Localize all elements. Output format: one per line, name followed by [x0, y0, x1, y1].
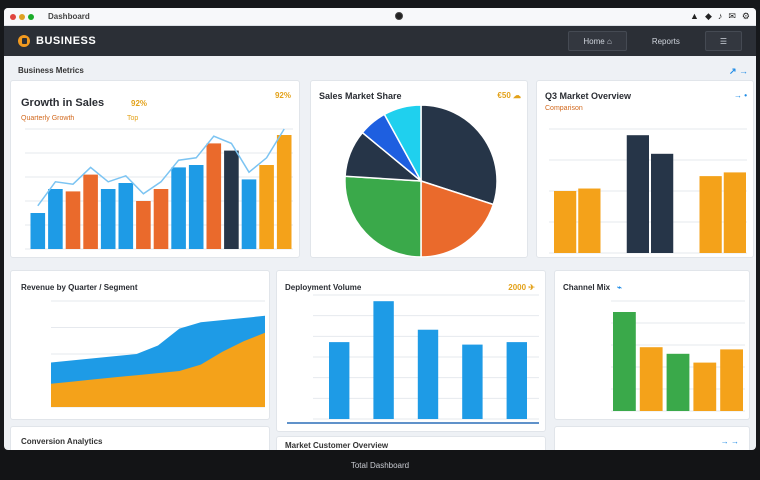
card-badge: ⌁: [617, 283, 622, 292]
settings-icon[interactable]: ⚙: [741, 11, 750, 21]
taskbar: Total Dashboard: [0, 450, 760, 480]
bar: [578, 188, 601, 253]
bar: [506, 342, 527, 419]
brand-name: BUSINESS: [36, 35, 97, 47]
bar: [417, 329, 439, 419]
card-deployment-volume[interactable]: Deployment Volume 2000 ✈: [276, 270, 546, 432]
bar: [100, 189, 116, 249]
card-subtitle: Quarterly Growth: [21, 115, 75, 122]
home-button[interactable]: Home ⌂: [568, 31, 627, 51]
volume-bar-chart: [287, 294, 539, 424]
bar: [723, 172, 746, 253]
header-nav: Home ⌂ Reports ☰: [568, 31, 742, 51]
sound-icon[interactable]: ♪: [717, 11, 723, 21]
maximize-icon[interactable]: [28, 13, 34, 20]
reports-button[interactable]: Reports: [651, 36, 680, 46]
card-bottom-right[interactable]: → →: [554, 426, 750, 450]
overview-bar-chart: [549, 128, 747, 254]
pie-slice: [420, 104, 498, 206]
bar: [188, 165, 204, 249]
bar: [626, 135, 649, 253]
growth-bar-chart: [25, 128, 293, 250]
card-title: Growth in Sales: [21, 97, 105, 109]
pie-slice: [420, 179, 495, 258]
card-badge: €50 ☁: [497, 91, 521, 100]
bar: [639, 347, 663, 411]
card-title: Market Customer Overview: [285, 441, 389, 450]
pie-slice: [383, 104, 422, 182]
card-badge-right: 92%: [274, 91, 291, 100]
bar: [118, 183, 134, 249]
bar: [136, 201, 151, 249]
bar: [329, 342, 350, 419]
camera-icon: [395, 12, 403, 20]
card-subtitle-badge: Top: [127, 115, 139, 122]
card-channel-mix[interactable]: Channel Mix ⌁: [554, 270, 750, 420]
window-title: Dashboard: [48, 12, 90, 21]
system-tray: ▲ ◆ ♪ ✉ ⚙: [690, 11, 750, 22]
menu-icon[interactable]: ☰: [704, 31, 742, 51]
card-subtitle: Comparison: [545, 105, 583, 112]
card-customer-overview[interactable]: Market Customer Overview: [276, 436, 546, 450]
card-revenue-trend[interactable]: Revenue by Quarter / Segment: [10, 270, 270, 420]
bar: [83, 174, 98, 249]
bar: [554, 191, 577, 253]
card-title: Deployment Volume: [285, 283, 362, 292]
bar: [666, 353, 690, 411]
card-market-overview[interactable]: Q3 Market Overview Comparison → •: [536, 80, 754, 258]
bar: [699, 176, 722, 253]
card-conversion[interactable]: Conversion Analytics: [10, 426, 270, 450]
section-tools[interactable]: ↗ →: [728, 66, 748, 76]
bar: [224, 150, 239, 249]
card-title: Sales Market Share: [319, 91, 402, 101]
pie-slice: [344, 175, 422, 258]
card-title: Q3 Market Overview: [545, 91, 632, 101]
minimize-icon[interactable]: [19, 13, 25, 20]
bar: [693, 362, 717, 411]
bar: [153, 189, 169, 249]
app-header: BUSINESS Home ⌂ Reports ☰: [4, 26, 756, 56]
card-badge: 2000 ✈: [508, 283, 535, 292]
card-growth-sales[interactable]: Growth in Sales 92% 92% Quarterly Growth…: [10, 80, 300, 258]
revenue-area-chart: [51, 300, 265, 408]
close-icon[interactable]: [10, 13, 16, 20]
system-bar: Dashboard ▲ ◆ ♪ ✉ ⚙: [4, 8, 756, 26]
window-controls[interactable]: [10, 13, 34, 20]
card-title: Channel Mix: [563, 283, 611, 292]
logo-icon: [18, 35, 30, 47]
card-tools[interactable]: → →: [720, 437, 739, 446]
bar: [30, 213, 46, 249]
bar: [259, 165, 274, 249]
network-icon[interactable]: ▲: [690, 11, 699, 21]
mail-icon[interactable]: ✉: [728, 11, 736, 21]
bar: [65, 191, 81, 249]
section-title: Business Metrics: [18, 66, 84, 75]
bar: [171, 167, 186, 249]
card-title: Conversion Analytics: [21, 437, 103, 446]
taskbar-label: Total Dashboard: [350, 460, 410, 470]
screen: Dashboard ▲ ◆ ♪ ✉ ⚙ BUSINESS Home ⌂ Repo…: [4, 8, 756, 450]
area-series: [51, 332, 265, 407]
card-badge: → •: [733, 91, 747, 100]
channel-bar-chart: [611, 300, 745, 412]
bar: [48, 189, 63, 249]
card-title: Revenue by Quarter / Segment: [21, 283, 138, 292]
bar: [276, 135, 292, 249]
trend-line: [37, 128, 285, 207]
bar: [651, 153, 674, 253]
market-share-pie: [344, 104, 498, 258]
bar: [613, 312, 636, 411]
location-icon[interactable]: ◆: [704, 11, 712, 21]
bar: [462, 344, 483, 419]
card-market-share[interactable]: Sales Market Share €50 ☁: [310, 80, 528, 258]
bar: [241, 179, 257, 249]
bar: [206, 143, 222, 249]
card-badge: 92%: [131, 99, 148, 108]
bar: [373, 301, 394, 419]
bar: [720, 349, 743, 411]
